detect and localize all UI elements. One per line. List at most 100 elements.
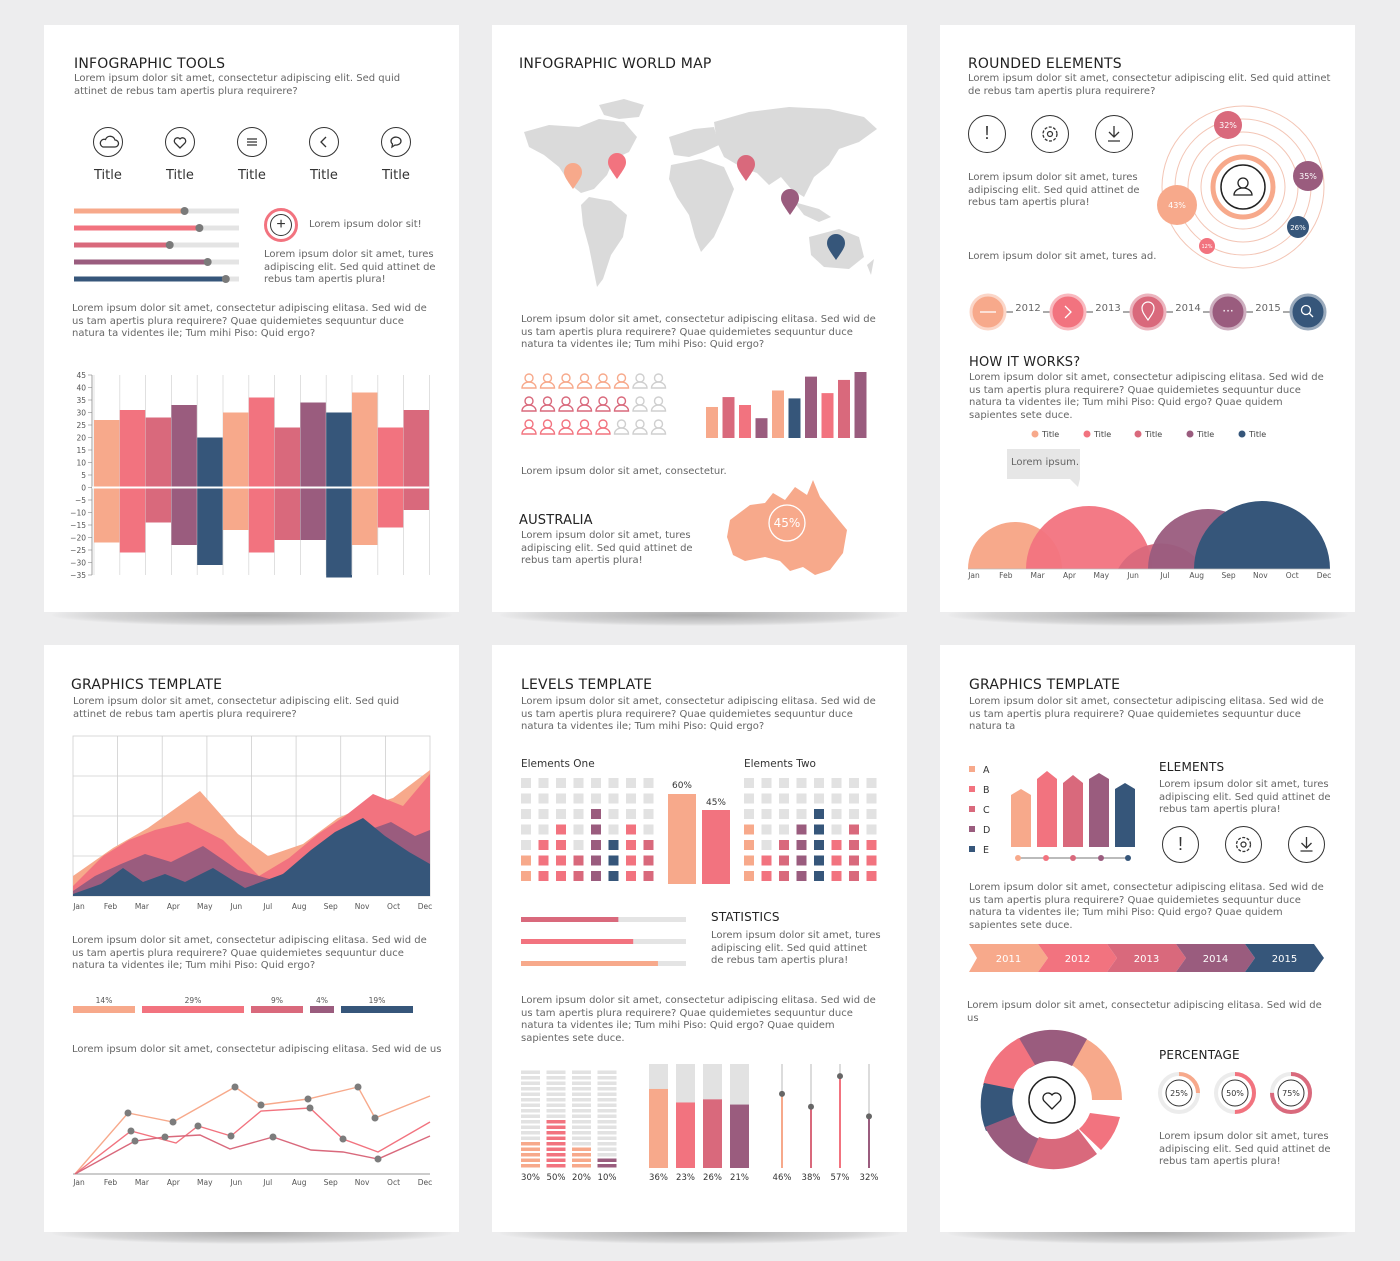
download-icon[interactable] (1095, 115, 1133, 153)
slider-fill (74, 259, 208, 265)
grid-cell (521, 824, 531, 835)
level-step (546, 1103, 566, 1107)
card-title: ROUNDED ELEMENTS (968, 56, 1122, 72)
grid-cell (521, 855, 531, 866)
grid-cell (779, 809, 789, 819)
legend-swatch (969, 806, 975, 812)
grid-cell (556, 824, 566, 835)
segment-label: 29% (185, 996, 202, 1005)
card-intro: Lorem ipsum dolor sit amet, consectetur … (74, 73, 401, 97)
year-arrow-label: 2013 (1134, 954, 1159, 965)
fill-label: 23% (676, 1173, 695, 1183)
level-step (546, 1164, 566, 1168)
month-label: Dec (1317, 571, 1332, 580)
bar-negative (274, 487, 301, 540)
legend-label: Title (1248, 430, 1266, 439)
map-pin-icon[interactable] (780, 189, 800, 215)
bar-negative (223, 487, 249, 530)
level-step (546, 1087, 566, 1091)
card-title: GRAPHICS TEMPLATE (71, 677, 223, 693)
alert-icon[interactable]: ! (1162, 826, 1199, 863)
ring-center (1277, 1079, 1305, 1107)
ring-center (1221, 1079, 1249, 1107)
axis-tick-label: 5 (81, 471, 86, 480)
bar-negative (248, 487, 275, 553)
slider-handle (221, 275, 230, 283)
grid-cell (779, 855, 789, 866)
alert-icon[interactable]: ! (968, 115, 1006, 153)
orbit-label: 26% (1290, 224, 1306, 232)
percentage-title: PERCENTAGE (1159, 1048, 1240, 1062)
map-pin-icon[interactable] (607, 153, 627, 179)
slider-group[interactable] (72, 203, 242, 283)
grid-cell (761, 824, 772, 835)
grid-cell (866, 824, 877, 835)
month-axis: Jan Feb Mar Apr May Jun Jul Aug Sep Nov Oct Dec (72, 1178, 432, 1187)
grid-cell (831, 871, 842, 881)
year-arrow (969, 944, 1048, 972)
axis-tick-label: 40 (76, 384, 86, 393)
legend-swatch (969, 786, 975, 792)
download-icon[interactable] (1288, 826, 1325, 863)
ring-fill (1158, 1072, 1200, 1114)
slider-fill (74, 208, 185, 214)
grid-cell (831, 855, 842, 866)
caption-text: Lorem ipsum dolor sit amet, consectetur. (521, 466, 727, 477)
plus-icon: + (270, 214, 292, 236)
side-text: Lorem ipsum dolor sit amet, tures adipis… (968, 172, 1140, 208)
grid-cell (573, 855, 584, 866)
tool-icon-label: Title (310, 168, 338, 183)
year-arrow-label: 2012 (1065, 954, 1090, 965)
axis-tick-label: 35 (76, 396, 86, 405)
grid-cell (608, 871, 619, 881)
axis-tick-label: −10 (70, 509, 86, 518)
grid-cell (866, 855, 877, 866)
month-label: Sep (1221, 571, 1235, 580)
add-button[interactable]: + (264, 208, 298, 242)
month-label: Jan (72, 902, 85, 911)
fill-bar (649, 1088, 668, 1168)
grid-cell (538, 778, 549, 788)
stacked-levels: 30% 50% 20% 10% (521, 1070, 617, 1183)
gear-icon[interactable] (1031, 115, 1069, 153)
level-step (597, 1114, 617, 1118)
month-label: Feb (104, 902, 118, 911)
level-step (546, 1131, 566, 1135)
map-pin-icon[interactable] (563, 163, 583, 189)
thermo-label: 57% (831, 1173, 850, 1183)
month-label: Dec (418, 902, 433, 911)
grid-cell (796, 840, 807, 850)
fill-label: 21% (730, 1173, 749, 1183)
grid-cell (573, 793, 584, 804)
month-label: Oct (387, 1178, 400, 1187)
heart-icon (1042, 1092, 1062, 1110)
heart-icon[interactable] (165, 127, 195, 157)
gear-icon[interactable] (1225, 826, 1262, 863)
grid-cell (643, 793, 654, 804)
slider-fill (74, 276, 226, 282)
level-step (572, 1164, 591, 1168)
person-icon (521, 373, 537, 389)
slider-fill (74, 242, 170, 248)
grid-cell (866, 793, 877, 804)
grid-cell (849, 855, 859, 866)
card-graphics-template-b: GRAPHICS TEMPLATE Lorem ipsum dolor sit … (940, 645, 1355, 1232)
map-pin-icon[interactable] (826, 234, 846, 260)
menu-icon[interactable] (237, 127, 267, 157)
grid-cell (849, 793, 859, 804)
grid-cell (538, 855, 549, 866)
person-icon (613, 419, 630, 435)
cloud-icon[interactable] (93, 127, 123, 157)
chat-icon[interactable] (381, 127, 411, 157)
map-pin-icon[interactable] (736, 155, 756, 181)
level-label: 20% (572, 1173, 591, 1183)
grid-cell (744, 809, 754, 819)
back-icon[interactable] (309, 127, 339, 157)
segment-label: 9% (271, 996, 283, 1005)
person-icon (576, 396, 593, 412)
slider-handle (180, 207, 189, 215)
ring-label: 50% (1226, 1089, 1244, 1098)
thermo-handle (808, 1103, 814, 1110)
body-text: Lorem ipsum dolor sit amet, consectetur … (521, 995, 876, 1044)
axis-tick-label: 25 (76, 421, 86, 430)
